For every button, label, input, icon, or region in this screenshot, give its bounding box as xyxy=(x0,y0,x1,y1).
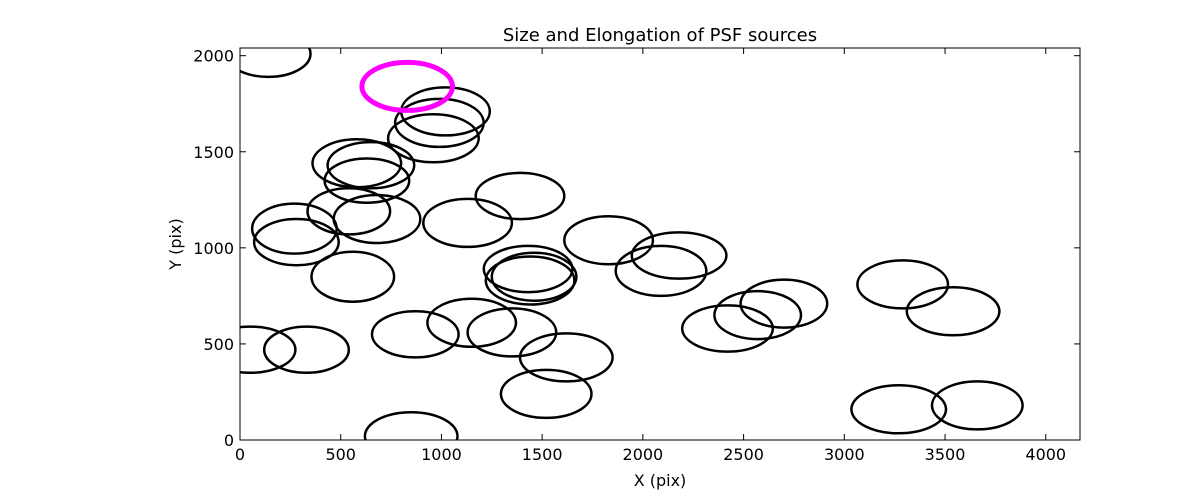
psf-ellipse xyxy=(563,214,655,266)
psf-ellipse xyxy=(310,250,396,303)
x-tick-label: 4000 xyxy=(1025,445,1066,464)
x-tick-label: 3500 xyxy=(925,445,966,464)
psf-ellipse xyxy=(930,380,1024,431)
psf-ellipse xyxy=(323,157,411,204)
psf-ellipse xyxy=(240,325,297,375)
x-tick-label: 3000 xyxy=(824,445,865,464)
axis-ticks: 0 500 1000 1500 2000 2500 3000 3500 4000 0 500 1000… xyxy=(193,47,1080,464)
psf-ellipse xyxy=(422,197,514,249)
psf-ellipse xyxy=(252,217,340,267)
psf-ellipse xyxy=(332,193,422,245)
psf-ellipse xyxy=(630,231,728,280)
y-tick-label: 2000 xyxy=(193,47,234,66)
x-tick-label: 2500 xyxy=(723,445,764,464)
y-tick-label: 1500 xyxy=(193,143,234,162)
psf-ellipse xyxy=(739,278,829,329)
psf-ellipse xyxy=(614,244,708,298)
psf-ellipse xyxy=(426,297,518,349)
psf-ellipse xyxy=(466,307,558,358)
x-tick-label: 0 xyxy=(235,445,245,464)
psf-ellipse xyxy=(713,289,803,341)
x-tick-label: 2000 xyxy=(623,445,664,464)
x-tick-label: 500 xyxy=(325,445,356,464)
y-tick-label: 500 xyxy=(203,335,234,354)
psf-ellipse xyxy=(518,332,614,383)
y-axis-label: Y (pix) xyxy=(166,218,185,270)
psf-ellipse xyxy=(856,259,950,310)
psf-ellipse xyxy=(484,255,576,306)
psf-ellipse xyxy=(680,304,775,353)
highlight-psf-ellipse xyxy=(359,59,456,113)
psf-ellipse xyxy=(482,244,574,294)
psf-ellipse xyxy=(905,286,1001,337)
psf-ellipse xyxy=(490,251,578,302)
psf-ellipse xyxy=(306,186,392,236)
psf-ellipse xyxy=(474,171,566,221)
psf-ellipse xyxy=(499,368,593,420)
psf-ellipse xyxy=(850,384,948,435)
chart-title: Size and Elongation of PSF sources xyxy=(503,25,817,46)
psf-ellipse xyxy=(370,309,460,359)
y-tick-label: 0 xyxy=(224,431,234,450)
plot-area xyxy=(240,48,1024,440)
psf-ellipse xyxy=(326,140,416,190)
x-tick-label: 1000 xyxy=(421,445,462,464)
psf-ellipse xyxy=(240,48,312,79)
y-tick-label: 1000 xyxy=(193,239,234,258)
plot-frame xyxy=(239,47,1081,441)
x-axis-label: X (pix) xyxy=(634,471,687,490)
psf-ellipse xyxy=(386,113,480,164)
psf-ellipse xyxy=(363,410,459,440)
psf-ellipse xyxy=(262,325,351,375)
x-tick-label: 1500 xyxy=(522,445,563,464)
